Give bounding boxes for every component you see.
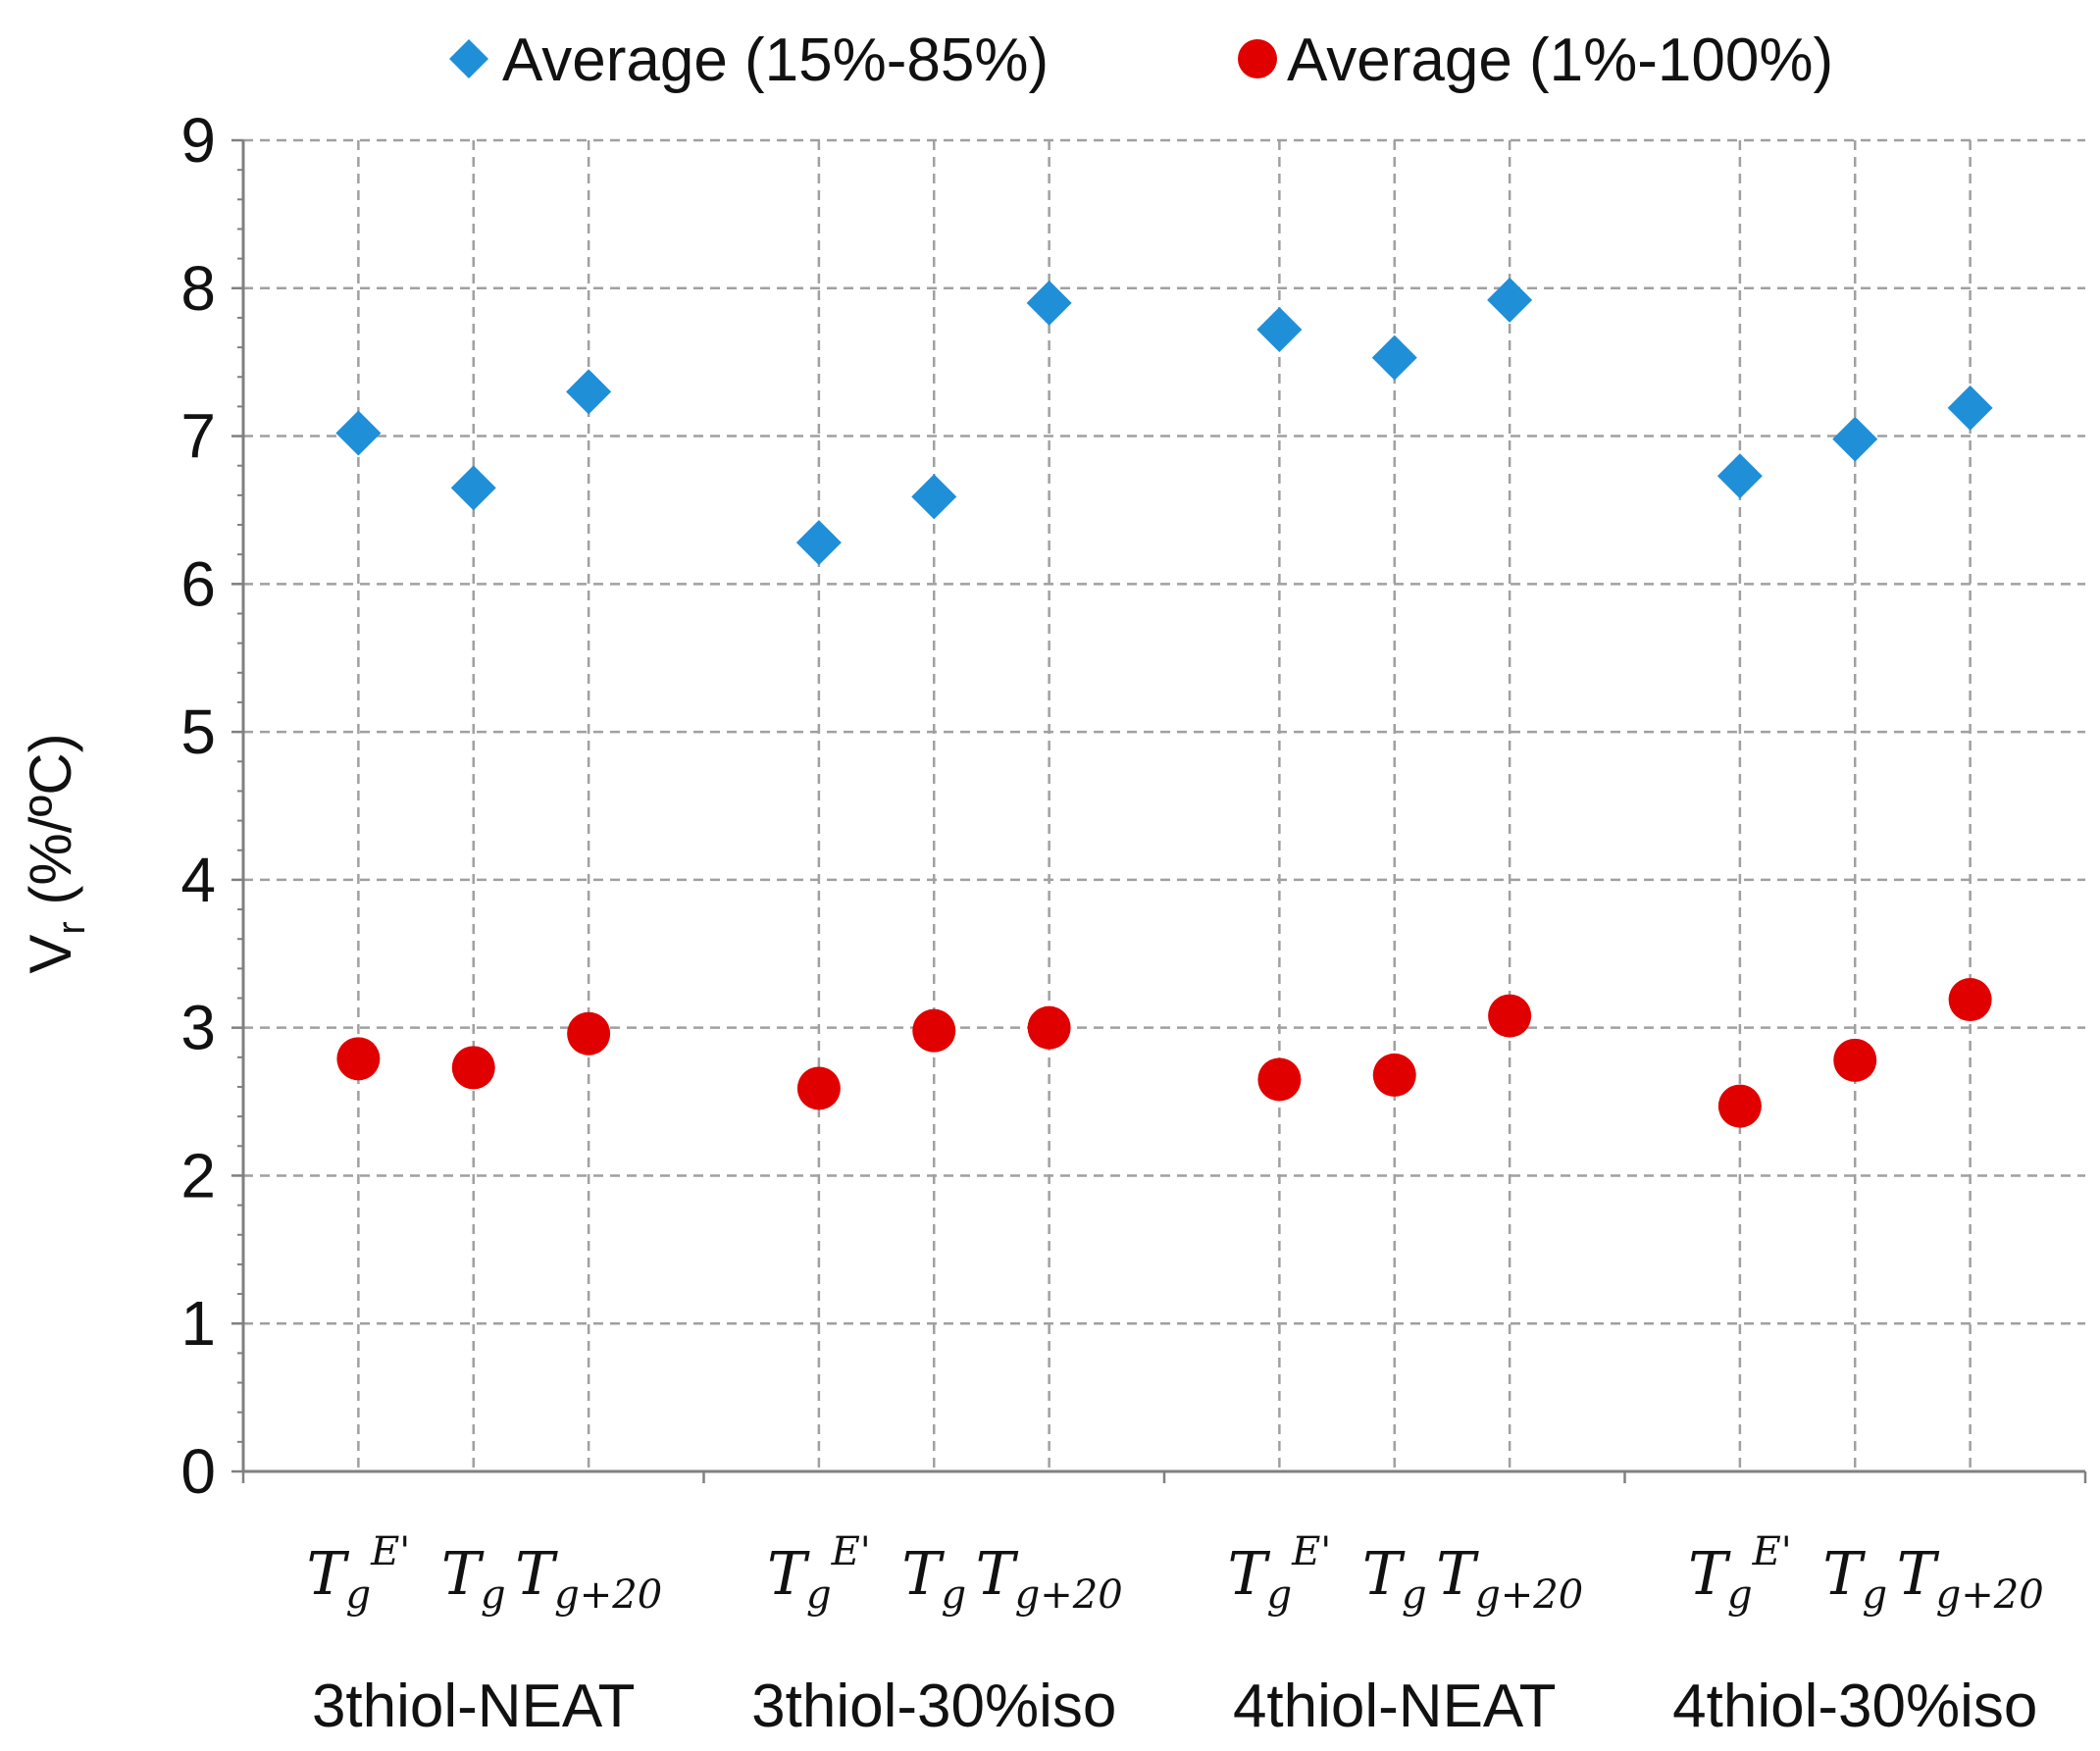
y-axis-title-subscript: r [50, 921, 93, 934]
data-marks [335, 277, 1993, 1128]
circle-point-series-2 [1257, 1057, 1302, 1102]
diamond-point-series-1 [566, 369, 612, 415]
circle-point-series-2 [796, 1066, 841, 1110]
x-condition-label: TgE' [1227, 1529, 1331, 1618]
svg-text:Vr (%/ºC): Vr (%/ºC) [18, 733, 93, 973]
legend-diamond-marker [449, 39, 488, 78]
circle-point-series-2 [336, 1037, 381, 1081]
diamond-point-series-1 [1256, 306, 1303, 352]
circle-point-series-2 [1488, 994, 1532, 1038]
circle-point-series-2 [567, 1011, 611, 1056]
grid-lines [243, 138, 2085, 1471]
x-condition-label: Tg+20 [1436, 1540, 1583, 1618]
x-condition-label: Tg+20 [515, 1540, 662, 1618]
diamond-point-series-1 [335, 410, 382, 456]
x-condition-label: Tg [1822, 1540, 1887, 1618]
group-label: 3thiol-30%iso [751, 1673, 1116, 1740]
legend-label-series-2: Average (1%-100%) [1287, 26, 1833, 94]
legend-item-series-2: Average (1%-100%) [1238, 26, 1833, 94]
y-tick-label: 0 [180, 1436, 216, 1507]
x-condition-label: Tg [1362, 1540, 1427, 1618]
x-condition-label: Tg [901, 1540, 966, 1618]
y-tick-label: 8 [180, 253, 216, 324]
circle-point-series-2 [912, 1008, 956, 1053]
group-label: 3thiol-NEAT [312, 1673, 636, 1740]
circle-point-series-2 [1833, 1038, 1877, 1082]
y-tick-label: 5 [180, 696, 216, 767]
legend-label-series-1: Average (15%-85%) [502, 26, 1049, 94]
diamond-point-series-1 [795, 520, 842, 566]
y-axis-title: Vr (%/ºC) [18, 733, 93, 973]
y-tick-label: 9 [180, 105, 216, 176]
y-tick-label: 2 [180, 1140, 216, 1210]
x-condition-label: TgE' [767, 1529, 871, 1618]
group-labels: 3thiol-NEAT 3thiol-30%iso 4thiol-NEAT 4thio… [312, 1673, 2037, 1740]
legend: Average (15%-85%) Average (1%-100%) [449, 26, 1833, 94]
diamond-point-series-1 [1026, 280, 1072, 326]
circle-point-series-2 [1717, 1084, 1762, 1128]
y-tick-label: 7 [180, 401, 216, 472]
y-axis-title-unit: (%/ºC) [18, 733, 83, 904]
diamond-point-series-1 [1716, 453, 1763, 499]
diamond-point-series-1 [450, 465, 496, 511]
y-tick-label: 6 [180, 548, 216, 619]
diamond-point-series-1 [1832, 416, 1878, 462]
legend-item-series-1: Average (15%-85%) [449, 26, 1049, 94]
x-condition-label: Tg+20 [1897, 1540, 2044, 1618]
x-condition-label: TgE' [1688, 1529, 1792, 1618]
group-label: 4thiol-NEAT [1233, 1673, 1557, 1740]
circle-point-series-2 [451, 1046, 495, 1090]
y-axis-title-main: V [18, 935, 83, 974]
x-condition-label: Tg+20 [976, 1540, 1123, 1618]
x-condition-label: Tg [441, 1540, 506, 1618]
diamond-point-series-1 [911, 474, 957, 520]
circle-point-series-2 [1948, 978, 1992, 1022]
y-tick-label: 1 [180, 1288, 216, 1359]
group-label: 4thiol-30%iso [1672, 1673, 2037, 1740]
circle-point-series-2 [1372, 1053, 1416, 1097]
circle-point-series-2 [1027, 1005, 1071, 1050]
x-condition-labels: TgE' Tg Tg+20 TgE' Tg Tg+20 TgE' Tg Tg+20 TgE' Tg T… [306, 1529, 2043, 1618]
axes [231, 138, 2087, 1483]
diamond-point-series-1 [1487, 277, 1533, 323]
diamond-point-series-1 [1947, 385, 1993, 431]
legend-circle-marker [1238, 39, 1277, 78]
y-tick-labels: 0 1 2 3 4 5 6 7 8 9 [180, 105, 216, 1507]
y-tick-label: 4 [180, 845, 216, 915]
x-condition-label: TgE' [306, 1529, 410, 1618]
diamond-point-series-1 [1371, 335, 1417, 381]
y-tick-label: 3 [180, 993, 216, 1063]
